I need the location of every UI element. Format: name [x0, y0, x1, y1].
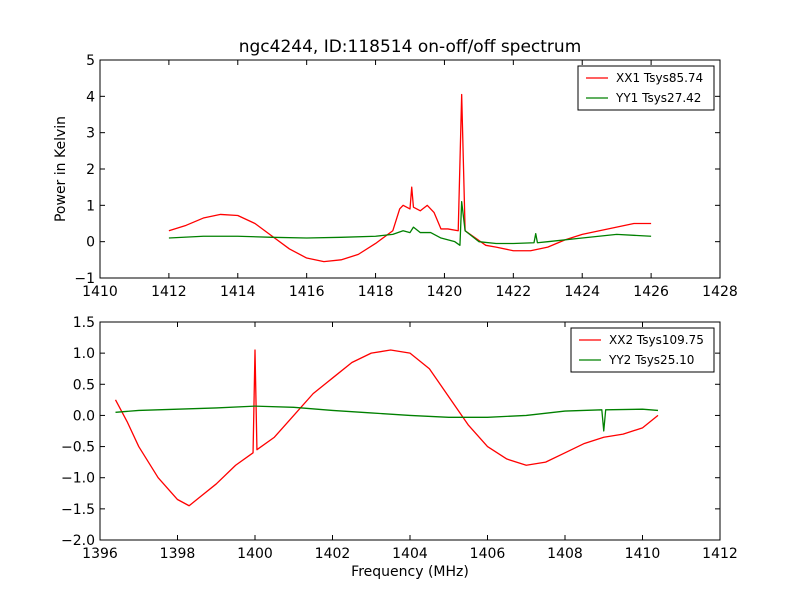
plot2-x-tick-label: 1398	[160, 546, 196, 562]
plot1-series-line-2	[168, 201, 652, 246]
plot1-y-tick-label: 5	[86, 53, 95, 69]
plot2-y-tick-label: −0.5	[61, 440, 95, 456]
plot1-y-axis-label: Power in Kelvin	[53, 116, 69, 222]
plot1-y-tick-label: 1	[86, 198, 95, 214]
plot1-series-line-1	[168, 93, 652, 263]
plot1-x-tick-label: 1412	[151, 284, 187, 300]
plot2-y-tick-label: 1.5	[73, 315, 95, 331]
plot2-legend-box	[570, 327, 715, 373]
plot2-y-tick-label: 0.5	[73, 377, 95, 393]
plot1-x-tick-label: 1420	[427, 284, 463, 300]
plot1-legend-label-2: YY1 Tsys27.42	[615, 91, 701, 105]
plot2-x-axis-label: Frequency (MHz)	[351, 564, 469, 580]
plot2-series-line-1	[114, 349, 659, 507]
plot2-x-tick-label: 1412	[702, 546, 738, 562]
plot2-x-tick-label: 1406	[470, 546, 506, 562]
plot1-group: 1410 1412 1414 1416 1418 1420 1422 1424 1426 1428…	[53, 37, 738, 300]
plot2-x-tick-label: 1404	[392, 546, 428, 562]
plot1-y-tick-label: 3	[86, 126, 95, 142]
plot2-legend: XX2 Tsys109.75 YY2 Tsys25.10	[570, 327, 715, 373]
plot1-legend-box	[577, 65, 715, 111]
plot2-y-tick-label: −1.0	[61, 471, 95, 487]
plot2-group: 1396 1398 1400 1402 1404 1406 1408 1410 1412 −2.0…	[61, 315, 738, 580]
plot1-x-tick-label: 1422	[496, 284, 532, 300]
plot1-x-tick-label: 1410	[82, 284, 118, 300]
plot1-y-tick-label: 0	[86, 235, 95, 251]
plot1-x-tick-label: 1416	[289, 284, 325, 300]
plot1-x-tick-label: 1426	[633, 284, 669, 300]
plot2-x-tick-label: 1400	[237, 546, 273, 562]
plot2-y-tick-label: 0.0	[73, 408, 95, 424]
plot2-y-tick-label: −1.5	[61, 502, 95, 518]
plot1-x-tick-label: 1418	[358, 284, 394, 300]
plot2-legend-label-2: YY2 Tsys25.10	[608, 353, 694, 367]
plot1-title: ngc4244, ID:118514 on-off/off spectrum	[239, 37, 582, 57]
plot1-legend: XX1 Tsys85.74 YY1 Tsys27.42	[577, 65, 715, 111]
plot2-series-line-2	[115, 405, 659, 432]
plot1-y-tick-label: −1	[74, 271, 95, 287]
plot2-x-tick-label: 1396	[82, 546, 118, 562]
plot1-y-tick-label: 4	[86, 89, 95, 105]
plot1-x-tick-label: 1428	[702, 284, 738, 300]
plot1-y-tick-label: 2	[86, 162, 95, 178]
plot2-x-tick-label: 1410	[625, 546, 661, 562]
plot2-y-tick-label: −2.0	[61, 533, 95, 549]
plot2-y-tick-label: 1.0	[73, 346, 95, 362]
plot2-legend-label-1: XX2 Tsys109.75	[609, 333, 704, 347]
plot1-legend-label-1: XX1 Tsys85.74	[616, 71, 703, 85]
plot2-x-tick-label: 1408	[547, 546, 583, 562]
plot1-x-tick-label: 1424	[564, 284, 600, 300]
plot1-x-tick-label: 1414	[220, 284, 256, 300]
plot2-x-tick-label: 1402	[315, 546, 351, 562]
